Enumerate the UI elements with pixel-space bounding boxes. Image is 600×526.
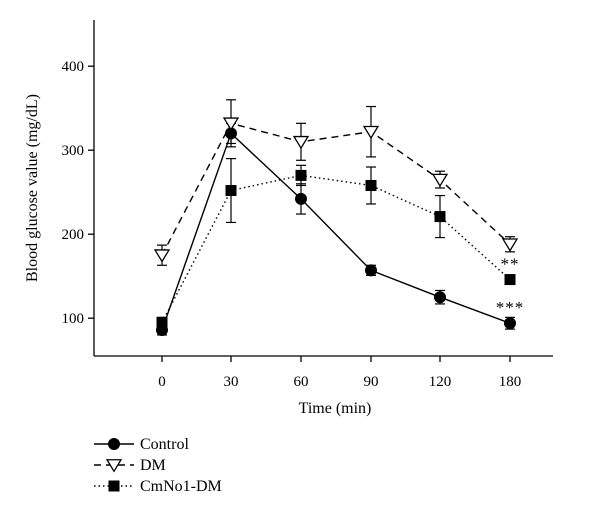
data-point (362, 125, 380, 140)
data-point (156, 316, 168, 328)
series-line (161, 122, 511, 256)
y-tick-label: 200 (62, 227, 85, 243)
x-tick-label: 30 (224, 374, 239, 390)
legend-item-CmNo1-DM: CmNo1-DM (94, 478, 222, 495)
data-point (365, 264, 377, 277)
data-point (434, 211, 446, 223)
legend-marker (105, 459, 123, 473)
x-axis-title: Time (min) (299, 400, 372, 417)
x-tick-label: 180 (499, 374, 522, 390)
x-tick-label: 0 (158, 374, 166, 390)
series-DM (153, 99, 519, 266)
x-tick-label: 90 (364, 374, 379, 390)
legend-marker (108, 438, 120, 450)
data-point (365, 179, 377, 191)
legend-item-Control: Control (94, 436, 189, 453)
y-tick-label: 300 (62, 143, 85, 159)
data-point (295, 192, 307, 205)
data-point (501, 238, 519, 252)
x-ticks: 0 30 60 90 120 180 (158, 356, 521, 390)
legend: Control DM CmNo1-DM (94, 436, 222, 495)
data-point (504, 317, 516, 330)
data-point (292, 135, 310, 150)
annotation-layer: ***** (496, 255, 525, 318)
series-line (161, 174, 511, 323)
data-point (434, 291, 446, 304)
y-tick-label: 400 (62, 59, 85, 75)
legend-label: Control (140, 436, 189, 453)
y-ticks: 100 200 300 400 (62, 59, 94, 327)
data-point (222, 117, 240, 131)
data-point (153, 249, 171, 263)
legend-label: DM (140, 457, 166, 474)
y-axis-title: Blood glucose value (mg/dL) (24, 94, 41, 282)
series-Control (156, 122, 516, 336)
legend-marker (108, 480, 120, 492)
legend-label: CmNo1-DM (140, 478, 222, 495)
data-point (295, 169, 307, 181)
axes (93, 20, 553, 357)
series-CmNo1-DM (156, 158, 516, 329)
data-point (431, 173, 449, 188)
legend-item-DM: DM (94, 457, 166, 474)
x-tick-label: 120 (429, 374, 452, 390)
significance-annotation: ** (501, 255, 520, 274)
y-tick-label: 100 (62, 311, 85, 327)
data-point (225, 185, 237, 197)
data-point (504, 274, 516, 286)
significance-annotation: *** (496, 298, 525, 317)
x-tick-label: 60 (294, 374, 309, 390)
series-line (161, 132, 511, 331)
series-layer (153, 99, 519, 336)
